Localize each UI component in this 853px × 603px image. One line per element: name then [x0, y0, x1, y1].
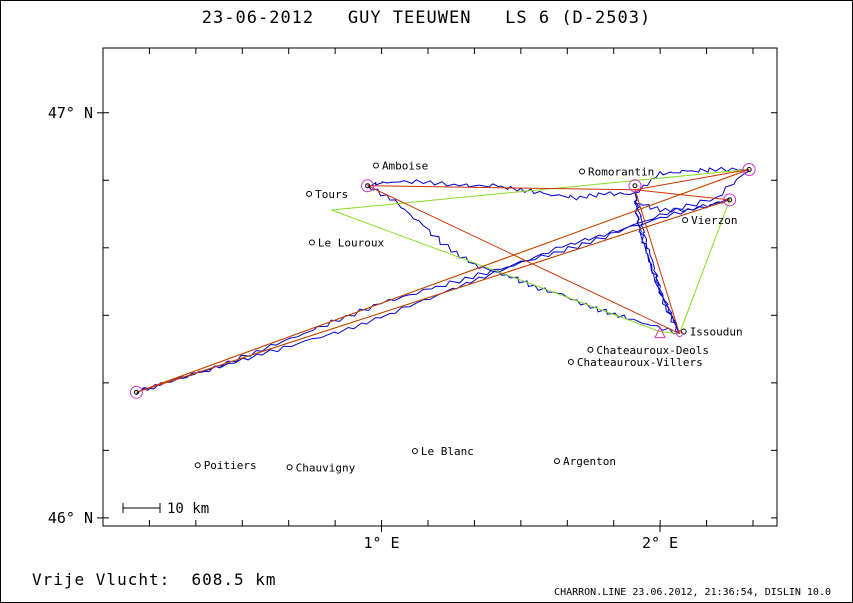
turnpoint-markers — [129, 163, 756, 399]
x-tick-label: 1° E — [363, 534, 399, 552]
free-flight-distance: Vrije Vlucht: 608.5 km — [32, 570, 277, 589]
place-label: Chateauroux-Deols — [596, 344, 709, 357]
turnpoint-circle — [628, 179, 642, 193]
place-dot — [567, 358, 574, 365]
place-label: Chateauroux-Villers — [577, 356, 703, 369]
axis-ticks — [102, 48, 777, 526]
place-label: Argenton — [563, 455, 616, 468]
place-label: Le Louroux — [318, 236, 385, 249]
flight-title: 23-06-2012 GUY TEEUWEN LS 6 (D-2503) — [201, 8, 652, 28]
place-dot — [308, 239, 315, 246]
place-dot — [372, 162, 379, 169]
turnpoint-center — [133, 389, 139, 395]
start-triangle — [654, 326, 666, 339]
place-label: Poitiers — [204, 459, 257, 472]
place-dot — [306, 190, 313, 197]
turnpoint-circle — [361, 179, 375, 193]
place-dot — [682, 217, 689, 224]
track-line — [136, 166, 751, 395]
software-credit: CHARRON.LINE 23.06.2012, 21:36:54, DISLI… — [554, 587, 831, 598]
scale-bar-label: 10 km — [167, 501, 209, 517]
task-route — [136, 169, 750, 393]
place-label: Issoudun — [690, 326, 743, 339]
place-label: Vierzon — [691, 214, 737, 227]
place-dot — [579, 168, 586, 175]
y-tick-label: 47° N — [48, 104, 93, 122]
x-tick-label: 2° E — [642, 534, 678, 552]
place-dot — [587, 346, 594, 353]
place-markers: Amboise Romorantin Tours Le Louroux Vierzon I… — [194, 159, 743, 474]
y-axis-labels: 47° N 46° N — [48, 104, 103, 527]
place-label: Tours — [315, 188, 348, 201]
place-dot — [194, 462, 201, 469]
place-label: Chauvigny — [296, 461, 356, 474]
place-dot — [411, 448, 418, 455]
place-dot — [286, 464, 293, 471]
turnpoint-circle — [723, 193, 737, 207]
place-label: Amboise — [382, 159, 428, 172]
flight-track — [136, 166, 751, 395]
place-label: Romorantin — [588, 166, 654, 179]
x-axis-labels: 1° E 2° E — [363, 526, 678, 552]
plot-frame — [102, 47, 778, 527]
turnpoint-center — [632, 183, 638, 189]
turnpoint-center — [746, 167, 752, 173]
turnpoint-center — [365, 183, 371, 189]
place-label: Le Blanc — [421, 445, 474, 458]
place-dot — [553, 458, 560, 465]
scale-bar: 10 km — [122, 501, 209, 517]
turnpoint-circle — [742, 163, 756, 177]
task-line — [136, 169, 750, 393]
y-tick-label: 46° N — [48, 509, 93, 527]
turnpoint-center — [727, 197, 733, 203]
finish-marker — [676, 330, 684, 338]
turnpoint-circle — [129, 385, 143, 399]
